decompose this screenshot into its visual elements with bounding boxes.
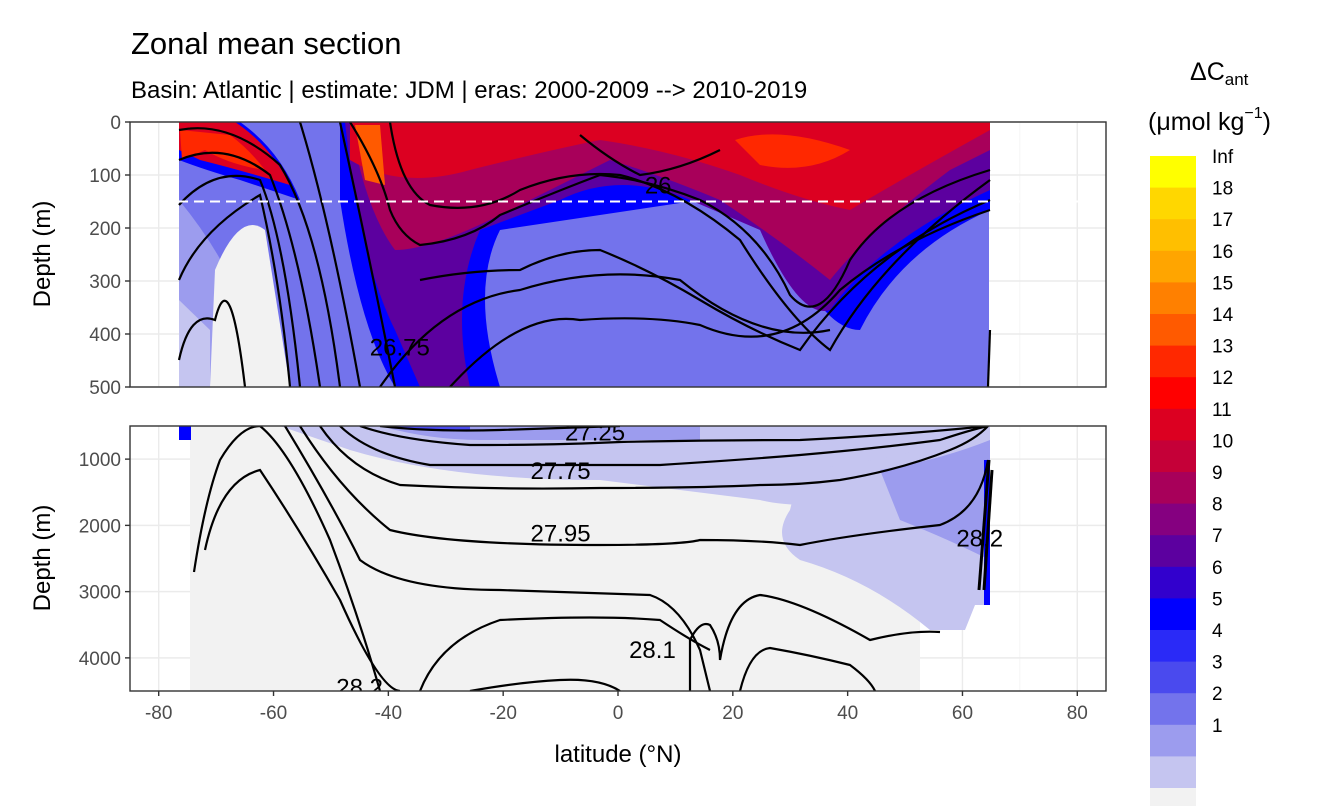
y-tick-label: 500 — [89, 378, 121, 399]
legend-swatch — [1150, 408, 1196, 441]
x-axis-label: latitude (°N) — [555, 741, 682, 768]
y-tick-label: 4000 — [79, 649, 121, 670]
lower-panel: 27.25 27.75 27.95 28.1 28.2 28.2 1000 2000 3000… — [29, 420, 1107, 702]
legend-label: 13 — [1212, 337, 1233, 358]
y-tick-label: 200 — [89, 219, 121, 240]
legend-swatch — [1150, 440, 1196, 473]
legend-swatch — [1150, 250, 1196, 283]
legend-swatch — [1150, 219, 1196, 252]
legend-swatch — [1150, 630, 1196, 663]
upper-panel-field: 26 26.75 — [130, 122, 1106, 387]
legend-swatch — [1150, 661, 1196, 694]
legend-label: 2 — [1212, 684, 1223, 705]
legend-label: 4 — [1212, 621, 1223, 642]
x-tick-label: 60 — [952, 703, 973, 724]
colorbar-legend: ΔCant (μmol kg−1) Inf1817161514131211109… — [1148, 58, 1271, 806]
contour-label: 26 — [645, 173, 672, 200]
y-tick-label: 1000 — [79, 450, 121, 471]
legend-units: (μmol kg−1) — [1148, 105, 1271, 136]
contour-label: 26.75 — [370, 334, 430, 361]
legend-label: 17 — [1212, 210, 1233, 231]
upper-panel: 26 26.75 0 100 200 300 400 500 Depth (m) — [29, 113, 1107, 399]
legend-color-bar — [1150, 156, 1196, 806]
upper-y-ticks: 0 100 200 300 400 500 — [89, 113, 130, 399]
legend-label: 11 — [1212, 400, 1232, 421]
y-tick-label: 100 — [89, 166, 121, 187]
legend-swatch — [1150, 535, 1196, 568]
y-tick-label: 0 — [110, 113, 121, 134]
upper-panel-border — [129, 121, 1107, 388]
field-deep-band-2 — [880, 440, 990, 560]
legend-swatch — [1150, 377, 1196, 410]
lower-y-ticks: 1000 2000 3000 4000 — [79, 450, 130, 670]
legend-swatch — [1150, 566, 1196, 599]
x-tick-label: 80 — [1067, 703, 1088, 724]
legend-label: 9 — [1212, 463, 1223, 484]
legend-label: 1 — [1212, 716, 1223, 737]
field-band-1 — [179, 300, 210, 387]
legend-label: 15 — [1212, 273, 1233, 294]
x-tick-label: 20 — [722, 703, 743, 724]
legend-labels: Inf1817161514131211109876543210 — [1212, 147, 1235, 806]
legend-label: 5 — [1212, 589, 1223, 610]
contour-label: 28.1 — [629, 637, 676, 664]
legend-label: 8 — [1212, 495, 1223, 516]
legend-label: 18 — [1212, 179, 1233, 200]
legend-label: Inf — [1212, 147, 1234, 168]
legend-swatch — [1150, 788, 1196, 806]
legend-title: ΔCant — [1190, 58, 1249, 89]
chart-title: Zonal mean section — [131, 26, 402, 61]
x-tick-label: -60 — [260, 703, 287, 724]
y-tick-label: 400 — [89, 325, 121, 346]
legend-swatch — [1150, 503, 1196, 536]
y-tick-label: 3000 — [79, 583, 121, 604]
legend-label: 14 — [1212, 305, 1234, 326]
x-tick-label: -20 — [489, 703, 516, 724]
field-deep-south-band-7 — [179, 426, 191, 440]
contour-label: 27.75 — [531, 458, 591, 485]
contour-label: 27.95 — [531, 520, 591, 547]
legend-swatch — [1150, 314, 1196, 347]
upper-contours — [177, 122, 992, 387]
lower-panel-field: 27.25 27.75 27.95 28.1 28.2 28.2 — [179, 420, 1003, 702]
upper-y-axis-label: Depth (m) — [29, 201, 56, 308]
x-tick-label: 0 — [613, 703, 624, 724]
contour-label: 28.2 — [956, 526, 1003, 553]
legend-swatch — [1150, 345, 1196, 378]
legend-swatch — [1150, 756, 1196, 789]
lower-y-axis-label: Depth (m) — [29, 505, 56, 612]
legend-swatch — [1150, 724, 1196, 757]
y-tick-label: 300 — [89, 272, 121, 293]
x-tick-label: -40 — [375, 703, 402, 724]
x-tick-label: 40 — [837, 703, 858, 724]
legend-swatch — [1150, 282, 1196, 315]
upper-contour-labels: 26 26.75 — [370, 173, 672, 362]
chart-subtitle: Basin: Atlantic | estimate: JDM | eras: … — [131, 77, 807, 104]
legend-label: 6 — [1212, 558, 1223, 579]
x-axis-ticks: -80 -60 -40 -20 0 20 40 60 80 — [145, 691, 1088, 724]
contour-label: 28.2 — [336, 675, 383, 702]
legend-label: 16 — [1212, 242, 1233, 263]
contour-label: 27.25 — [565, 420, 625, 447]
legend-swatch — [1150, 472, 1196, 505]
legend-swatch — [1150, 156, 1196, 189]
legend-label: 7 — [1212, 526, 1223, 547]
legend-label: 3 — [1212, 653, 1223, 674]
field-band-0 — [210, 225, 290, 387]
field-band-13 — [735, 134, 850, 168]
field-band-14 — [355, 125, 385, 185]
legend-label: 10 — [1212, 431, 1233, 452]
legend-swatch — [1150, 598, 1196, 631]
lower-contour-labels: 27.25 27.75 27.95 28.1 28.2 28.2 — [336, 420, 1003, 702]
legend-label: 12 — [1212, 368, 1233, 389]
lower-contours — [192, 426, 994, 691]
legend-swatch — [1150, 187, 1196, 220]
y-tick-label: 2000 — [79, 516, 121, 537]
legend-swatch — [1150, 693, 1196, 726]
x-tick-label: -80 — [145, 703, 172, 724]
